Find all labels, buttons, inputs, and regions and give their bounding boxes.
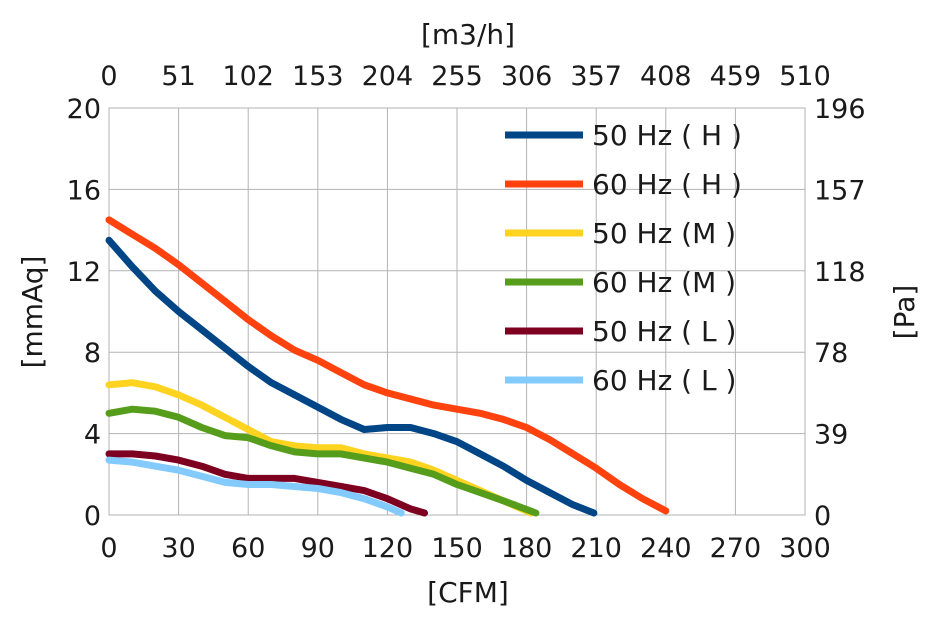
series-line-2 (105, 216, 670, 515)
x-tick-label: 240 (640, 533, 692, 564)
x-tick-label: 90 (301, 533, 335, 564)
legend-label: 60 Hz (M ) (592, 266, 736, 299)
legend-label: 60 Hz ( H ) (592, 168, 742, 201)
x2-tick-label: 0 (100, 61, 117, 92)
x2-tick-label: 510 (779, 61, 831, 92)
x2-tick-label: 51 (161, 61, 195, 92)
y2-tick-label: 118 (814, 257, 866, 288)
legend: 50 Hz ( H ) 60 Hz ( H ) 50 Hz (M ) 60 Hz (M… (505, 119, 742, 397)
legend-label: 50 Hz ( H ) (592, 119, 742, 152)
x-tick-label: 30 (161, 533, 195, 564)
y-tick-label: 8 (84, 338, 101, 369)
series-line-5 (105, 450, 428, 517)
y2-tick-label: 39 (814, 420, 848, 451)
legend-label: 50 Hz ( L ) (592, 315, 736, 348)
x-tick-label: 60 (231, 533, 265, 564)
x2-tick-label: 255 (431, 61, 483, 92)
series-lines (105, 216, 670, 517)
x2-tick-label: 153 (292, 61, 344, 92)
x-axis-title: [CFM] (427, 576, 509, 609)
plot-frame (108, 107, 806, 516)
x-tick-label: 120 (362, 533, 414, 564)
x2-tick-label: 459 (710, 61, 762, 92)
series-line-1 (105, 236, 598, 517)
x2-tick-label: 102 (222, 61, 274, 92)
x-tick-label: 210 (570, 533, 622, 564)
series-line-3 (105, 379, 535, 517)
y-tick-label: 4 (84, 420, 101, 451)
legend-label: 50 Hz (M ) (592, 217, 736, 250)
y2-tick-label: 0 (814, 501, 831, 532)
y-tick-label: 20 (67, 94, 101, 125)
legend-label: 60 Hz ( L ) (592, 364, 736, 397)
y-tick-label: 12 (67, 257, 101, 288)
y2-tick-label: 196 (814, 94, 866, 125)
x-tick-label: 150 (431, 533, 483, 564)
x2-tick-label: 408 (640, 61, 692, 92)
x-tick-label: 0 (100, 533, 117, 564)
x-tick-label: 180 (501, 533, 553, 564)
x2-tick-label: 306 (501, 61, 553, 92)
x-tick-label: 300 (779, 533, 831, 564)
y2-tick-label: 157 (814, 175, 866, 206)
y-tick-label: 16 (67, 175, 101, 206)
y-tick-label: 0 (84, 501, 101, 532)
x-tick-label: 270 (710, 533, 762, 564)
series-line-6 (105, 456, 405, 517)
y-axis-title: [mmAq] (16, 256, 49, 369)
y2-tick-label: 78 (814, 338, 848, 369)
y2-axis-title: [Pa] (888, 285, 921, 340)
x2-tick-label: 357 (570, 61, 622, 92)
series-line-4 (105, 405, 540, 517)
x2-axis-title: [m3/h] (421, 18, 515, 51)
x2-tick-label: 204 (362, 61, 414, 92)
